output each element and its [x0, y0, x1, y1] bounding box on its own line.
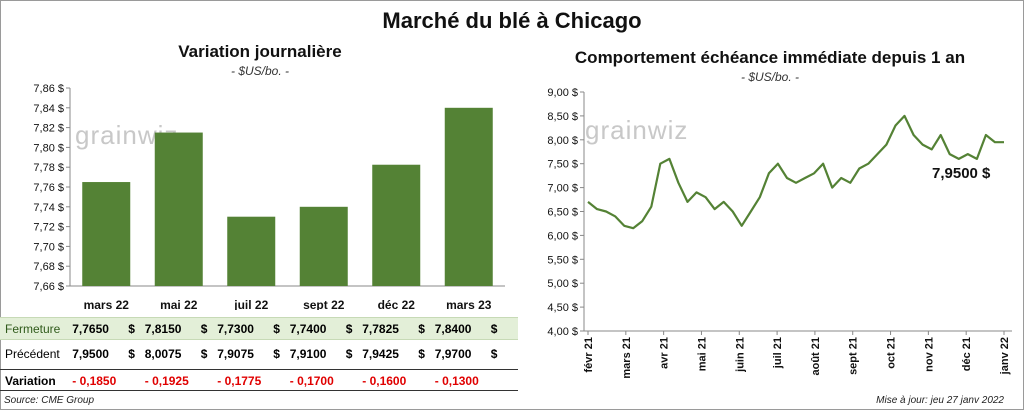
row-label: Fermeture: [5, 321, 61, 336]
table-cell: 7,8400: [434, 321, 472, 336]
line-x-tick-label: août 21: [810, 337, 822, 376]
table-cell-unit: $: [273, 321, 280, 336]
bar-category-label: mars 23: [446, 298, 492, 310]
table-cell-unit: $: [418, 321, 425, 336]
line-y-tick-label: 7,50 $: [547, 159, 578, 171]
table-cell: - 0,1850: [72, 374, 117, 388]
bar: [82, 182, 131, 286]
table-cell: 7,9075: [217, 347, 254, 361]
update-note: Mise à jour: jeu 27 janv 2022: [876, 395, 1004, 406]
line-x-tick-label: oct 21: [886, 337, 898, 369]
line-chart-title: Comportement échéance immédiate depuis 1…: [574, 48, 966, 67]
bar: [154, 132, 203, 286]
table-cell-unit: $: [273, 347, 280, 361]
table-cell: - 0,1300: [434, 374, 479, 388]
table-cell: - 0,1925: [144, 374, 189, 388]
source-note: Source: CME Group: [4, 395, 95, 406]
bar-chart-title: Variation journalière: [178, 42, 342, 61]
bar-y-tick-label: 7,80 $: [33, 142, 64, 154]
table-cell-unit: $: [418, 347, 425, 361]
line-x-tick-label: mai 21: [696, 337, 708, 371]
table-cell: 7,9425: [362, 347, 399, 361]
line-chart-unit: - $US/bo. -: [740, 70, 800, 84]
last-value-label: 7,9500 $: [932, 165, 991, 182]
table-cell: 7,7650: [72, 321, 109, 336]
bar: [372, 164, 421, 286]
table-row-precedent: Précédent 7,9500 $8,0075 $7,9075 $7,9100 $7,…: [0, 343, 518, 365]
bar-y-tick-label: 7,86 $: [33, 83, 64, 95]
bar-category-label: mai 22: [160, 298, 198, 310]
bar-chart-unit: - $US/bo. -: [230, 64, 290, 78]
bar-y-tick-label: 7,74 $: [33, 202, 64, 214]
table-cell: 7,7825: [362, 321, 399, 336]
row-label: Variation: [5, 374, 56, 388]
line-x-tick-label: mars 21: [621, 337, 633, 379]
price-series-line: [587, 114, 1004, 230]
table-cell: 7,9700: [434, 347, 472, 361]
line-y-tick-label: 6,00 $: [547, 230, 578, 242]
line-x-tick-label: sept 21: [848, 337, 860, 375]
table-row-variation: Variation - 0,1850 - 0,1925 - 0,1775 - 0,17…: [0, 369, 518, 392]
line-y-tick-label: 5,00 $: [547, 278, 578, 290]
bar-y-tick-label: 7,76 $: [33, 182, 64, 194]
line-y-tick-label: 8,00 $: [547, 135, 578, 147]
line-x-tick-label: juil 21: [772, 337, 784, 369]
line-x-tick-label: janv 22: [999, 337, 1011, 375]
table-cell: 7,9100: [289, 347, 327, 361]
bar-y-tick-label: 7,72 $: [33, 222, 64, 234]
table-cell-unit: $: [345, 321, 353, 336]
table-cell: 7,9500: [72, 347, 109, 361]
row-label: Précédent: [5, 347, 60, 361]
bar: [299, 206, 348, 286]
line-chart: 4,00 $ 4,50 $ 5,00 $ 5,50 $ 6,00 $ 6,50 $ 7,00…: [547, 87, 1012, 379]
bar-y-tick-label: 7,78 $: [33, 162, 64, 174]
line-x-tick-label: déc 21: [961, 337, 973, 371]
table-cell: 7,8150: [144, 321, 182, 336]
line-y-tick-label: 4,00 $: [547, 326, 578, 338]
table-bottom-rule: [0, 390, 518, 391]
table-cell: 8,0075: [144, 347, 182, 361]
bar-category-label: mars 22: [84, 298, 130, 310]
table-cell: 7,7300: [217, 321, 254, 336]
table-cell-unit: $: [490, 321, 498, 336]
line-x-tick-label: juin 21: [734, 337, 746, 373]
line-y-tick-label: 8,50 $: [547, 111, 578, 123]
line-x-tick-label: nov 21: [923, 337, 935, 372]
line-y-tick-label: 6,50 $: [547, 207, 578, 219]
table-cell: - 0,1600: [362, 374, 407, 388]
bar-y-tick-label: 7,84 $: [33, 103, 64, 115]
bar: [444, 107, 493, 286]
table-cell: - 0,1775: [217, 374, 262, 388]
table-cell-unit: $: [128, 321, 135, 336]
bar-y-tick-label: 7,68 $: [33, 261, 64, 273]
line-y-tick-label: 9,00 $: [547, 87, 578, 99]
bar-category-label: déc 22: [378, 298, 416, 310]
table-cell-unit: $: [200, 321, 208, 336]
table-row-fermeture: Fermeture 7,7650 $7,8150 $7,7300 $7,7400 $7,…: [0, 317, 518, 340]
bar-category-label: juil 22: [233, 298, 268, 310]
line-y-tick-label: 4,50 $: [547, 302, 578, 314]
main-title: Marché du blé à Chicago: [382, 8, 642, 33]
bar-y-tick-label: 7,82 $: [33, 123, 64, 135]
table-cell-unit: $: [490, 347, 498, 361]
bar-y-tick-label: 7,70 $: [33, 241, 64, 253]
table-cell-unit: $: [128, 347, 135, 361]
line-x-tick-label: avr 21: [659, 337, 671, 369]
bar-category-label: sept 22: [303, 298, 345, 310]
line-y-tick-label: 7,00 $: [547, 183, 578, 195]
line-y-tick-label: 5,50 $: [547, 254, 578, 266]
bar-chart: 7,66 $ 7,68 $ 7,70 $ 7,72 $ 7,74 $ 7,76 $ 7,78…: [33, 83, 505, 310]
table-cell: 7,7400: [289, 321, 327, 336]
table-cell-unit: $: [345, 347, 353, 361]
bar-y-tick-label: 7,66 $: [33, 281, 64, 293]
table-cell-unit: $: [200, 347, 208, 361]
bar: [227, 216, 276, 286]
line-chart-watermark: grainwiz: [585, 115, 689, 145]
line-x-tick-label: févr 21: [583, 337, 595, 372]
table-cell: - 0,1700: [289, 374, 334, 388]
